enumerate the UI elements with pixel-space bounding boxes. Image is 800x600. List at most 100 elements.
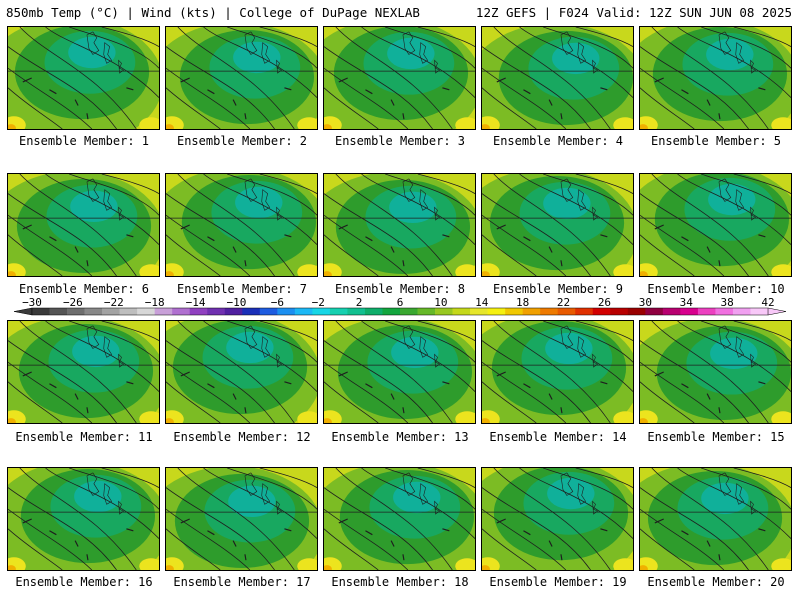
- colorbar-swatch: [364, 308, 383, 315]
- colorbar-swatch: [382, 308, 401, 315]
- colorbar-tick-label: 6: [397, 296, 404, 309]
- member-caption: Ensemble Member: 11: [15, 430, 153, 444]
- temperature-wind-map: [324, 468, 475, 570]
- colorbar-swatch: [487, 308, 506, 315]
- member-caption: Ensemble Member: 4: [492, 134, 624, 148]
- colorbar-swatch: [154, 308, 173, 315]
- colorbar-high-arrow: [767, 307, 787, 316]
- colorbar-swatch: [67, 308, 85, 315]
- temperature-wind-map: [166, 468, 317, 570]
- model-run-info: 12Z GEFS | F024 Valid: 12Z SUN JUN 08 20…: [475, 5, 792, 20]
- colorbar-tick-label: −26: [63, 296, 83, 309]
- colorbar-swatch: [715, 308, 734, 315]
- ensemble-map-panel: [323, 26, 476, 130]
- colorbar-tick-label: 26: [598, 296, 611, 309]
- ensemble-map-panel: [323, 467, 476, 571]
- ensemble-map-panel: [7, 320, 160, 424]
- member-caption: Ensemble Member: 8: [334, 282, 466, 296]
- ensemble-map-panel: [639, 173, 792, 277]
- colorbar-swatch: [557, 308, 576, 315]
- temperature-wind-map: [166, 27, 317, 129]
- ensemble-map-panel: [7, 26, 160, 130]
- colorbar-tick-label: 34: [680, 296, 694, 309]
- colorbar-swatch: [540, 308, 559, 315]
- colorbar-swatch: [102, 308, 120, 315]
- temperature-wind-map: [482, 468, 633, 570]
- colorbar-tick-label: 22: [557, 296, 570, 309]
- member-caption: Ensemble Member: 7: [176, 282, 308, 296]
- temperature-wind-map: [482, 27, 633, 129]
- colorbar-swatch: [400, 308, 418, 315]
- member-caption: Ensemble Member: 16: [15, 575, 153, 589]
- ensemble-map-panel: [481, 467, 634, 571]
- colorbar-swatch: [84, 308, 103, 315]
- colorbar-swatch: [189, 308, 208, 315]
- temperature-wind-map: [324, 174, 475, 276]
- ensemble-map-panel: [7, 173, 160, 277]
- colorbar-swatch: [575, 308, 594, 315]
- ensemble-map-panel: [165, 26, 318, 130]
- ensemble-map-panel: [165, 173, 318, 277]
- temperature-wind-map: [640, 174, 791, 276]
- colorbar-swatch: [172, 308, 191, 315]
- map-title: 850mb Temp (°C) | Wind (kts) | College o…: [6, 5, 420, 20]
- colorbar-tick-label: −10: [227, 296, 247, 309]
- ensemble-map-panel: [323, 320, 476, 424]
- temperature-wind-map: [166, 321, 317, 423]
- colorbar-swatch: [522, 308, 541, 315]
- ensemble-map-panel: [639, 467, 792, 571]
- colorbar-swatch: [627, 308, 646, 315]
- colorbar-swatch: [452, 308, 471, 315]
- colorbar-swatch: [470, 308, 488, 315]
- temperature-wind-map: [324, 321, 475, 423]
- temperature-colorbar: −30 −26 −22 −18 −14 −10 −6 −2 2 6 10 14 18 22 26 30 34 38…: [0, 296, 800, 320]
- colorbar-swatch: [242, 308, 261, 315]
- colorbar-tick-label: −18: [145, 296, 165, 309]
- member-caption: Ensemble Member: 13: [331, 430, 469, 444]
- colorbar-swatch: [645, 308, 664, 315]
- colorbar-tick-label: 10: [434, 296, 447, 309]
- colorbar-swatch: [697, 308, 716, 315]
- colorbar-swatch: [277, 308, 296, 315]
- colorbar-swatch: [259, 308, 278, 315]
- ensemble-map-panel: [639, 26, 792, 130]
- temperature-wind-map: [166, 174, 317, 276]
- colorbar-swatch: [207, 308, 226, 315]
- ensemble-map-panel: [323, 173, 476, 277]
- colorbar-tick-label: −30: [22, 296, 42, 309]
- member-caption: Ensemble Member: 15: [647, 430, 785, 444]
- temperature-wind-map: [8, 174, 159, 276]
- ensemble-map-panel: [481, 173, 634, 277]
- colorbar-swatch: [32, 308, 50, 315]
- colorbar-low-arrow: [13, 307, 33, 316]
- member-caption: Ensemble Member: 3: [334, 134, 466, 148]
- member-caption: Ensemble Member: 17: [173, 575, 311, 589]
- temperature-wind-map: [8, 27, 159, 129]
- colorbar-swatch: [224, 308, 243, 315]
- member-caption: Ensemble Member: 12: [173, 430, 311, 444]
- member-caption: Ensemble Member: 2: [176, 134, 308, 148]
- colorbar-swatch: [750, 308, 769, 315]
- colorbar-tick-label: −22: [104, 296, 124, 309]
- member-caption: Ensemble Member: 18: [331, 575, 469, 589]
- member-caption: Ensemble Member: 1: [18, 134, 150, 148]
- colorbar-tick-label: 14: [475, 296, 489, 309]
- colorbar-tick-label: 18: [516, 296, 529, 309]
- ensemble-map-panel: [639, 320, 792, 424]
- member-caption: Ensemble Member: 20: [647, 575, 785, 589]
- temperature-wind-map: [8, 468, 159, 570]
- member-caption: Ensemble Member: 9: [492, 282, 624, 296]
- ensemble-map-panel: [165, 467, 318, 571]
- temperature-wind-map: [640, 321, 791, 423]
- colorbar-swatch: [347, 308, 366, 315]
- colorbar-tick-label: 38: [720, 296, 733, 309]
- colorbar-swatch: [417, 308, 436, 315]
- ensemble-map-panel: [165, 320, 318, 424]
- member-caption: Ensemble Member: 14: [489, 430, 627, 444]
- ensemble-map-panel: [7, 467, 160, 571]
- colorbar-swatch: [505, 308, 523, 315]
- colorbar-tick-label: −14: [186, 296, 206, 309]
- member-caption: Ensemble Member: 10: [647, 282, 785, 296]
- colorbar-swatch: [680, 308, 699, 315]
- ensemble-map-panel: [481, 26, 634, 130]
